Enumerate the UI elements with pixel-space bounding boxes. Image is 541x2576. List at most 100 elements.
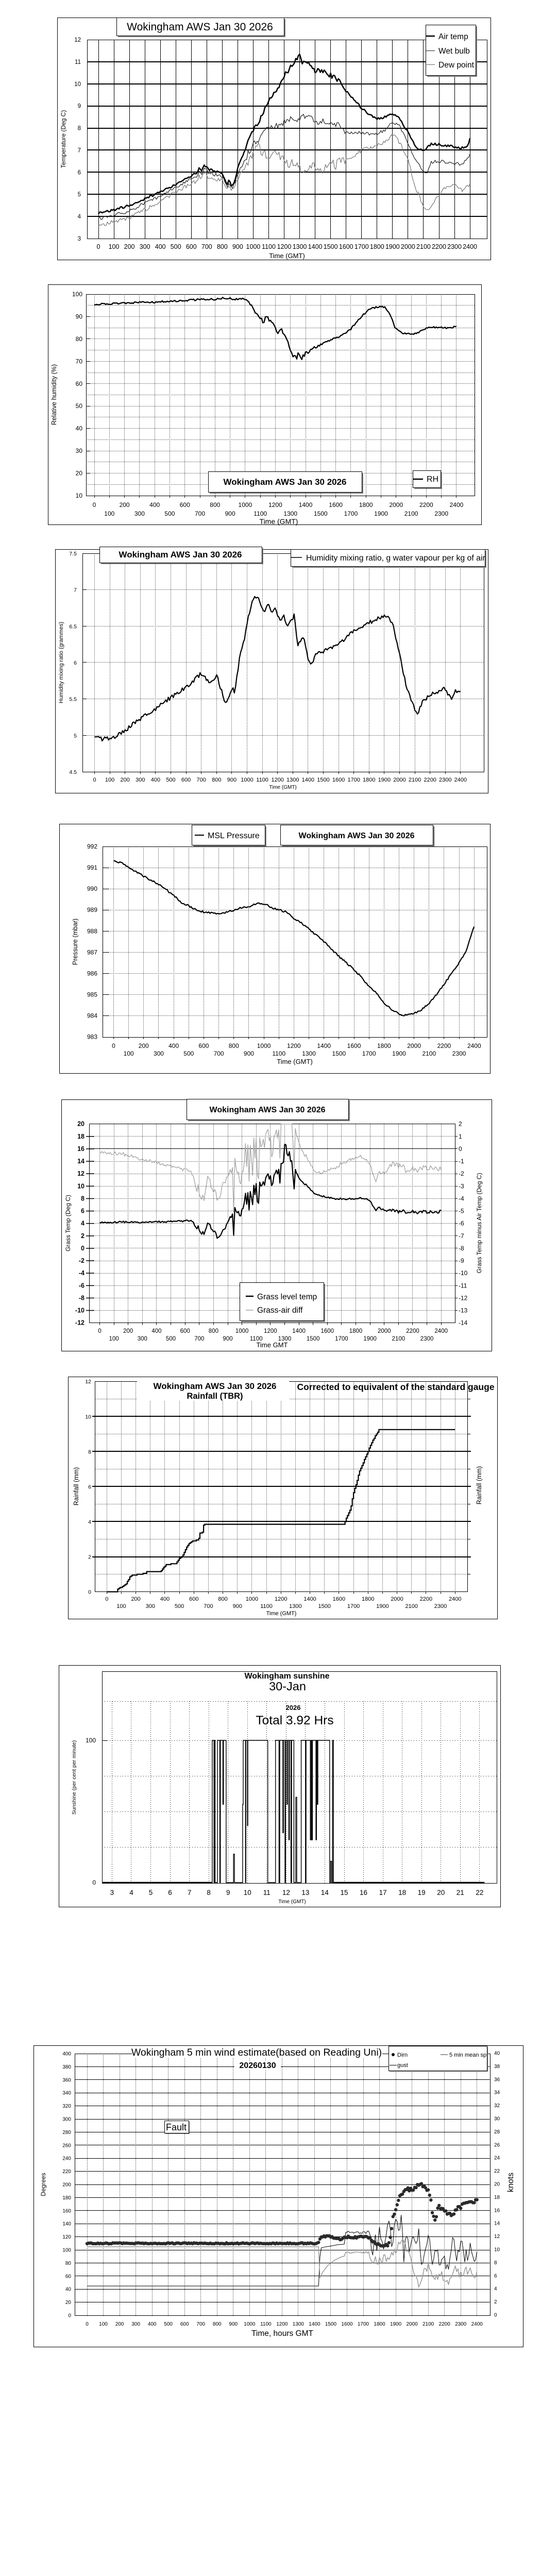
svg-text:1000: 1000 xyxy=(244,2321,256,2327)
svg-text:1400: 1400 xyxy=(292,1328,306,1334)
svg-text:2100: 2100 xyxy=(404,510,418,517)
svg-text:Wokingham sunshine: Wokingham sunshine xyxy=(244,1672,329,1681)
svg-text:1900: 1900 xyxy=(390,2321,402,2327)
svg-text:4: 4 xyxy=(494,2286,497,2292)
svg-text:Wokingham AWS Jan 30 2026: Wokingham AWS Jan 30 2026 xyxy=(127,21,273,33)
svg-text:-7: -7 xyxy=(459,1232,464,1240)
svg-text:Grass Temp minus Air Temp (Deg: Grass Temp minus Air Temp (Deg C) xyxy=(476,1173,483,1274)
svg-text:Wokingham AWS Jan 30 2026: Wokingham AWS Jan 30 2026 xyxy=(119,550,242,560)
svg-text:2100: 2100 xyxy=(409,777,421,783)
svg-text:-4: -4 xyxy=(459,1195,464,1202)
svg-text:1: 1 xyxy=(459,1133,462,1140)
svg-text:2000: 2000 xyxy=(407,1042,421,1049)
svg-text:2000: 2000 xyxy=(406,2321,418,2327)
svg-text:1100: 1100 xyxy=(262,243,276,250)
svg-text:300: 300 xyxy=(140,243,150,250)
svg-text:10: 10 xyxy=(77,1182,84,1190)
svg-text:220: 220 xyxy=(62,2169,71,2175)
svg-text:15: 15 xyxy=(340,1889,348,1896)
svg-text:-10: -10 xyxy=(459,1269,468,1277)
svg-text:12: 12 xyxy=(282,1889,290,1896)
svg-text:18: 18 xyxy=(398,1889,406,1896)
svg-text:380: 380 xyxy=(62,2064,71,2070)
svg-text:2: 2 xyxy=(494,2299,497,2305)
svg-text:-6: -6 xyxy=(79,1282,84,1289)
svg-text:Total 3.92 Hrs: Total 3.92 Hrs xyxy=(256,1714,333,1727)
svg-text:36: 36 xyxy=(494,2077,500,2082)
svg-text:6: 6 xyxy=(78,170,81,176)
svg-text:1500: 1500 xyxy=(307,1336,320,1342)
svg-text:18: 18 xyxy=(77,1133,84,1140)
svg-text:1000: 1000 xyxy=(257,1042,271,1049)
svg-text:Wokingham 5 min wind estimate(: Wokingham 5 min wind estimate(based on R… xyxy=(131,2047,382,2058)
svg-text:100: 100 xyxy=(124,1050,134,1057)
svg-text:0: 0 xyxy=(68,2313,71,2319)
svg-text:5: 5 xyxy=(149,1889,153,1896)
svg-text:2000: 2000 xyxy=(393,777,405,783)
svg-text:14: 14 xyxy=(77,1158,84,1165)
svg-text:Time (GMT): Time (GMT) xyxy=(278,1899,306,1905)
svg-text:12: 12 xyxy=(77,1170,84,1177)
svg-text:400: 400 xyxy=(62,2052,71,2057)
svg-text:1500: 1500 xyxy=(332,1050,346,1057)
svg-text:400: 400 xyxy=(160,1596,170,1602)
svg-text:1600: 1600 xyxy=(332,777,345,783)
svg-text:2100: 2100 xyxy=(416,243,431,250)
svg-text:14: 14 xyxy=(494,2221,500,2227)
svg-text:2200: 2200 xyxy=(406,1328,419,1334)
svg-text:1800: 1800 xyxy=(362,1596,374,1602)
svg-text:21: 21 xyxy=(457,1889,464,1896)
svg-text:1300: 1300 xyxy=(283,510,297,517)
svg-text:1400: 1400 xyxy=(303,1596,316,1602)
svg-text:1100: 1100 xyxy=(272,1050,285,1057)
svg-text:7: 7 xyxy=(78,147,81,154)
svg-text:500: 500 xyxy=(183,1050,194,1057)
svg-text:-10: -10 xyxy=(75,1307,84,1314)
svg-text:8: 8 xyxy=(78,126,81,132)
svg-text:6: 6 xyxy=(168,1889,172,1896)
svg-text:2300: 2300 xyxy=(439,777,451,783)
svg-text:1900: 1900 xyxy=(392,1050,406,1057)
svg-text:1800: 1800 xyxy=(374,2321,385,2327)
svg-text:20: 20 xyxy=(437,1889,445,1896)
svg-text:1600: 1600 xyxy=(341,2321,353,2327)
svg-text:900: 900 xyxy=(223,1336,232,1342)
svg-text:2000: 2000 xyxy=(391,1596,403,1602)
svg-text:2100: 2100 xyxy=(392,1336,405,1342)
svg-text:2200: 2200 xyxy=(419,501,433,509)
svg-text:6: 6 xyxy=(494,2273,497,2279)
svg-text:0: 0 xyxy=(92,1879,96,1886)
svg-text:300: 300 xyxy=(146,1603,155,1609)
svg-text:1000: 1000 xyxy=(241,777,253,783)
svg-text:6: 6 xyxy=(88,1484,91,1490)
svg-text:60: 60 xyxy=(76,380,83,387)
svg-text:988: 988 xyxy=(87,927,97,935)
svg-text:1500: 1500 xyxy=(314,510,328,517)
svg-text:989: 989 xyxy=(87,906,97,913)
svg-text:0: 0 xyxy=(459,1145,462,1153)
svg-text:983: 983 xyxy=(87,1033,97,1041)
svg-text:1300: 1300 xyxy=(302,1050,316,1057)
svg-text:4.5: 4.5 xyxy=(69,769,77,775)
svg-text:1400: 1400 xyxy=(309,2321,320,2327)
svg-text:100: 100 xyxy=(109,243,120,250)
svg-text:100: 100 xyxy=(62,2248,71,2253)
svg-text:1200: 1200 xyxy=(268,501,282,509)
svg-text:28: 28 xyxy=(494,2129,500,2135)
svg-text:400: 400 xyxy=(155,243,166,250)
svg-text:Rainfall (mm): Rainfall (mm) xyxy=(73,1467,80,1505)
svg-text:120: 120 xyxy=(62,2234,71,2240)
svg-text:7: 7 xyxy=(188,1889,192,1896)
svg-text:100: 100 xyxy=(104,510,114,517)
svg-text:4: 4 xyxy=(88,1519,91,1525)
svg-text:600: 600 xyxy=(181,777,191,783)
svg-text:800: 800 xyxy=(209,1328,218,1334)
svg-text:2: 2 xyxy=(459,1121,462,1128)
svg-text:70: 70 xyxy=(76,358,83,365)
svg-text:Humidity mixing ratio (grammes: Humidity mixing ratio (grammes) xyxy=(58,622,64,703)
svg-text:-6: -6 xyxy=(459,1220,464,1227)
svg-text:985: 985 xyxy=(87,991,97,998)
svg-text:2400: 2400 xyxy=(450,501,464,509)
svg-text:-2: -2 xyxy=(459,1170,464,1177)
svg-text:0: 0 xyxy=(105,1596,108,1602)
